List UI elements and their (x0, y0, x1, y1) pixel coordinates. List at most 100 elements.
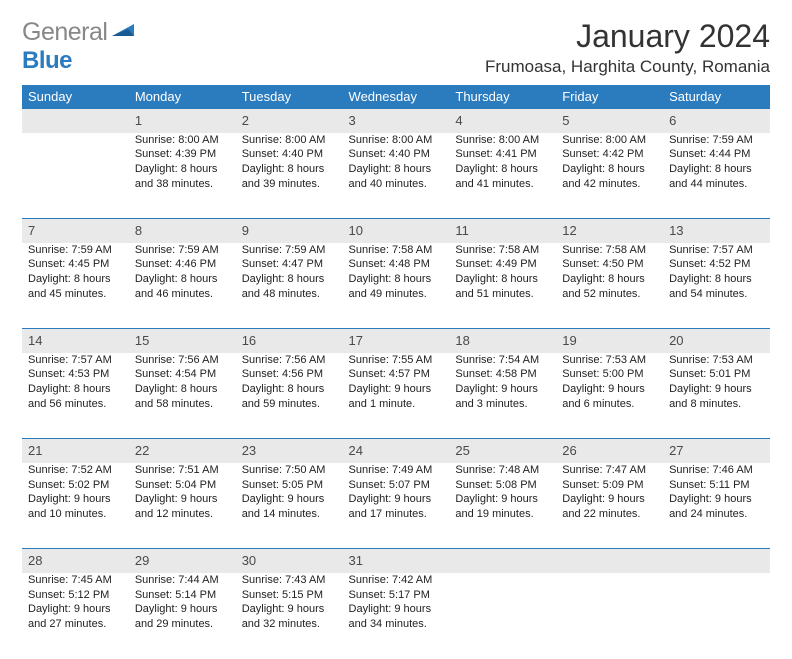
daynum-2: 2 (236, 109, 343, 133)
daylight-line: Daylight: 8 hours and 52 minutes. (562, 272, 657, 302)
week-2-content-row: Sunrise: 7:57 AMSunset: 4:53 PMDaylight:… (22, 353, 770, 439)
sunset-line: Sunset: 4:40 PM (349, 147, 444, 162)
daylight-line: Daylight: 8 hours and 45 minutes. (28, 272, 123, 302)
daylight-line: Daylight: 8 hours and 38 minutes. (135, 162, 230, 192)
sunset-line: Sunset: 4:48 PM (349, 257, 444, 272)
sunset-line: Sunset: 5:02 PM (28, 478, 123, 493)
day-19-cell: Sunrise: 7:53 AMSunset: 5:00 PMDaylight:… (556, 353, 663, 439)
sunset-line: Sunset: 4:54 PM (135, 367, 230, 382)
daylight-line: Daylight: 9 hours and 1 minute. (349, 382, 444, 412)
sunrise-line: Sunrise: 7:59 AM (135, 243, 230, 258)
sunset-line: Sunset: 4:49 PM (455, 257, 550, 272)
daylight-line: Daylight: 9 hours and 19 minutes. (455, 492, 550, 522)
day-4-cell: Sunrise: 8:00 AMSunset: 4:41 PMDaylight:… (449, 133, 556, 219)
week-3-content-row: Sunrise: 7:52 AMSunset: 5:02 PMDaylight:… (22, 463, 770, 549)
sunrise-line: Sunrise: 7:56 AM (242, 353, 337, 368)
sunrise-line: Sunrise: 7:42 AM (349, 573, 444, 588)
daylight-line: Daylight: 8 hours and 39 minutes. (242, 162, 337, 192)
daynum-16: 16 (236, 329, 343, 353)
daynum-5: 5 (556, 109, 663, 133)
sunset-line: Sunset: 4:53 PM (28, 367, 123, 382)
daynum-3: 3 (343, 109, 450, 133)
day-26-cell: Sunrise: 7:47 AMSunset: 5:09 PMDaylight:… (556, 463, 663, 549)
sunset-line: Sunset: 4:58 PM (455, 367, 550, 382)
sunrise-line: Sunrise: 7:54 AM (455, 353, 550, 368)
daylight-line: Daylight: 9 hours and 10 minutes. (28, 492, 123, 522)
sunrise-line: Sunrise: 8:00 AM (242, 133, 337, 148)
week-0-daynum-row: 123456 (22, 109, 770, 133)
sunrise-line: Sunrise: 7:53 AM (562, 353, 657, 368)
weekday-monday: Monday (129, 85, 236, 109)
sunset-line: Sunset: 4:45 PM (28, 257, 123, 272)
day-empty-cell (663, 573, 770, 659)
daynum-10: 10 (343, 219, 450, 243)
sunrise-line: Sunrise: 7:59 AM (242, 243, 337, 258)
daynum-4: 4 (449, 109, 556, 133)
sunrise-line: Sunrise: 7:45 AM (28, 573, 123, 588)
weekday-friday: Friday (556, 85, 663, 109)
sunset-line: Sunset: 5:09 PM (562, 478, 657, 493)
daylight-line: Daylight: 8 hours and 48 minutes. (242, 272, 337, 302)
day-10-cell: Sunrise: 7:58 AMSunset: 4:48 PMDaylight:… (343, 243, 450, 329)
day-empty-cell (22, 133, 129, 219)
daynum-30: 30 (236, 549, 343, 573)
sunrise-line: Sunrise: 7:52 AM (28, 463, 123, 478)
day-15-cell: Sunrise: 7:56 AMSunset: 4:54 PMDaylight:… (129, 353, 236, 439)
day-31-cell: Sunrise: 7:42 AMSunset: 5:17 PMDaylight:… (343, 573, 450, 659)
sunset-line: Sunset: 4:40 PM (242, 147, 337, 162)
daylight-line: Daylight: 9 hours and 12 minutes. (135, 492, 230, 522)
sunset-line: Sunset: 5:12 PM (28, 588, 123, 603)
daynum-9: 9 (236, 219, 343, 243)
day-7-cell: Sunrise: 7:59 AMSunset: 4:45 PMDaylight:… (22, 243, 129, 329)
sunset-line: Sunset: 5:01 PM (669, 367, 764, 382)
sunset-line: Sunset: 4:39 PM (135, 147, 230, 162)
sunset-line: Sunset: 4:50 PM (562, 257, 657, 272)
daylight-line: Daylight: 8 hours and 42 minutes. (562, 162, 657, 192)
daynum-7: 7 (22, 219, 129, 243)
sunset-line: Sunset: 4:42 PM (562, 147, 657, 162)
day-14-cell: Sunrise: 7:57 AMSunset: 4:53 PMDaylight:… (22, 353, 129, 439)
daylight-line: Daylight: 9 hours and 3 minutes. (455, 382, 550, 412)
day-27-cell: Sunrise: 7:46 AMSunset: 5:11 PMDaylight:… (663, 463, 770, 549)
sunrise-line: Sunrise: 8:00 AM (455, 133, 550, 148)
day-18-cell: Sunrise: 7:54 AMSunset: 4:58 PMDaylight:… (449, 353, 556, 439)
daylight-line: Daylight: 8 hours and 59 minutes. (242, 382, 337, 412)
sunrise-line: Sunrise: 7:48 AM (455, 463, 550, 478)
daynum-empty (556, 549, 663, 573)
sunset-line: Sunset: 5:17 PM (349, 588, 444, 603)
day-17-cell: Sunrise: 7:55 AMSunset: 4:57 PMDaylight:… (343, 353, 450, 439)
daylight-line: Daylight: 8 hours and 49 minutes. (349, 272, 444, 302)
daylight-line: Daylight: 9 hours and 24 minutes. (669, 492, 764, 522)
daylight-line: Daylight: 9 hours and 34 minutes. (349, 602, 444, 632)
day-16-cell: Sunrise: 7:56 AMSunset: 4:56 PMDaylight:… (236, 353, 343, 439)
sunrise-line: Sunrise: 7:51 AM (135, 463, 230, 478)
sunset-line: Sunset: 5:11 PM (669, 478, 764, 493)
day-8-cell: Sunrise: 7:59 AMSunset: 4:46 PMDaylight:… (129, 243, 236, 329)
day-24-cell: Sunrise: 7:49 AMSunset: 5:07 PMDaylight:… (343, 463, 450, 549)
sunset-line: Sunset: 4:44 PM (669, 147, 764, 162)
daylight-line: Daylight: 8 hours and 54 minutes. (669, 272, 764, 302)
daynum-empty (22, 109, 129, 133)
sunset-line: Sunset: 5:14 PM (135, 588, 230, 603)
daynum-21: 21 (22, 439, 129, 463)
day-30-cell: Sunrise: 7:43 AMSunset: 5:15 PMDaylight:… (236, 573, 343, 659)
sunrise-line: Sunrise: 7:59 AM (28, 243, 123, 258)
sunrise-line: Sunrise: 7:58 AM (455, 243, 550, 258)
weekday-thursday: Thursday (449, 85, 556, 109)
daynum-24: 24 (343, 439, 450, 463)
week-1-content-row: Sunrise: 7:59 AMSunset: 4:45 PMDaylight:… (22, 243, 770, 329)
sunrise-line: Sunrise: 7:50 AM (242, 463, 337, 478)
daynum-14: 14 (22, 329, 129, 353)
sunset-line: Sunset: 4:57 PM (349, 367, 444, 382)
day-9-cell: Sunrise: 7:59 AMSunset: 4:47 PMDaylight:… (236, 243, 343, 329)
sunrise-line: Sunrise: 7:56 AM (135, 353, 230, 368)
day-empty-cell (556, 573, 663, 659)
daylight-line: Daylight: 9 hours and 14 minutes. (242, 492, 337, 522)
daynum-27: 27 (663, 439, 770, 463)
daynum-1: 1 (129, 109, 236, 133)
day-2-cell: Sunrise: 8:00 AMSunset: 4:40 PMDaylight:… (236, 133, 343, 219)
week-3-daynum-row: 21222324252627 (22, 439, 770, 463)
week-1-daynum-row: 78910111213 (22, 219, 770, 243)
daylight-line: Daylight: 8 hours and 58 minutes. (135, 382, 230, 412)
sunrise-line: Sunrise: 7:46 AM (669, 463, 764, 478)
